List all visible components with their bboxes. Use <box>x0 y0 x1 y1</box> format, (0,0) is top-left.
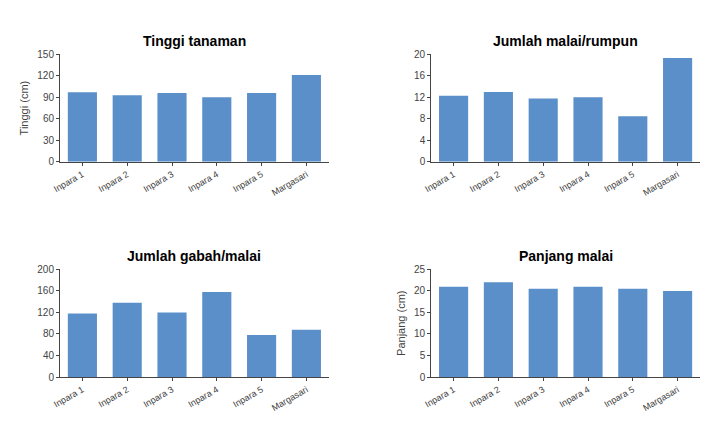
svg-text:Inpara 2: Inpara 2 <box>468 384 502 409</box>
svg-text:Jumlah gabah/malai: Jumlah gabah/malai <box>127 248 261 264</box>
svg-text:30: 30 <box>43 135 55 146</box>
svg-text:0: 0 <box>48 372 54 383</box>
svg-text:Inpara 3: Inpara 3 <box>513 169 547 194</box>
svg-text:120: 120 <box>37 307 54 318</box>
svg-text:0: 0 <box>48 156 54 167</box>
svg-text:Inpara 4: Inpara 4 <box>186 384 220 409</box>
svg-text:Inpara 1: Inpara 1 <box>52 169 86 194</box>
svg-text:Inpara 1: Inpara 1 <box>52 384 86 409</box>
svg-text:Inpara 3: Inpara 3 <box>513 384 547 409</box>
svg-text:Margasari: Margasari <box>641 384 681 413</box>
svg-text:Inpara 4: Inpara 4 <box>558 169 592 194</box>
svg-text:Inpara 5: Inpara 5 <box>602 384 636 409</box>
svg-text:Jumlah malai/rumpun: Jumlah malai/rumpun <box>493 33 638 49</box>
svg-text:Panjang malai: Panjang malai <box>519 248 613 264</box>
svg-text:90: 90 <box>43 92 55 103</box>
svg-text:8: 8 <box>420 113 426 124</box>
svg-text:60: 60 <box>43 113 55 124</box>
svg-text:Tinggi tanaman: Tinggi tanaman <box>143 33 246 49</box>
svg-text:Panjang (cm): Panjang (cm) <box>395 291 407 356</box>
svg-text:Inpara 5: Inpara 5 <box>231 384 265 409</box>
svg-text:Inpara 3: Inpara 3 <box>142 169 176 194</box>
svg-text:160: 160 <box>37 285 54 296</box>
svg-text:5: 5 <box>420 350 426 361</box>
svg-text:Inpara 2: Inpara 2 <box>468 169 502 194</box>
svg-text:0: 0 <box>420 372 426 383</box>
svg-text:Inpara 3: Inpara 3 <box>142 384 176 409</box>
svg-text:10: 10 <box>414 328 426 339</box>
svg-text:16: 16 <box>414 70 426 81</box>
svg-text:0: 0 <box>420 156 426 167</box>
svg-text:150: 150 <box>37 49 54 60</box>
svg-text:4: 4 <box>420 135 426 146</box>
svg-text:120: 120 <box>37 70 54 81</box>
svg-text:12: 12 <box>414 92 426 103</box>
svg-text:20: 20 <box>414 285 426 296</box>
svg-text:Margasari: Margasari <box>270 384 310 413</box>
svg-text:Inpara 2: Inpara 2 <box>97 169 131 194</box>
svg-text:Inpara 2: Inpara 2 <box>97 384 131 409</box>
svg-text:20: 20 <box>414 49 426 60</box>
svg-text:80: 80 <box>43 328 55 339</box>
svg-text:Margasari: Margasari <box>270 169 310 198</box>
svg-text:40: 40 <box>43 350 55 361</box>
svg-text:200: 200 <box>37 264 54 275</box>
svg-text:Inpara 5: Inpara 5 <box>231 169 265 194</box>
svg-text:Inpara 1: Inpara 1 <box>423 384 457 409</box>
svg-text:Inpara 4: Inpara 4 <box>558 384 592 409</box>
svg-text:Inpara 1: Inpara 1 <box>423 169 457 194</box>
svg-text:15: 15 <box>414 307 426 318</box>
svg-text:Margasari: Margasari <box>641 169 681 198</box>
svg-text:Tinggi (cm): Tinggi (cm) <box>18 81 30 136</box>
svg-text:Inpara 4: Inpara 4 <box>186 169 220 194</box>
svg-text:Inpara 5: Inpara 5 <box>602 169 636 194</box>
svg-text:25: 25 <box>414 264 426 275</box>
